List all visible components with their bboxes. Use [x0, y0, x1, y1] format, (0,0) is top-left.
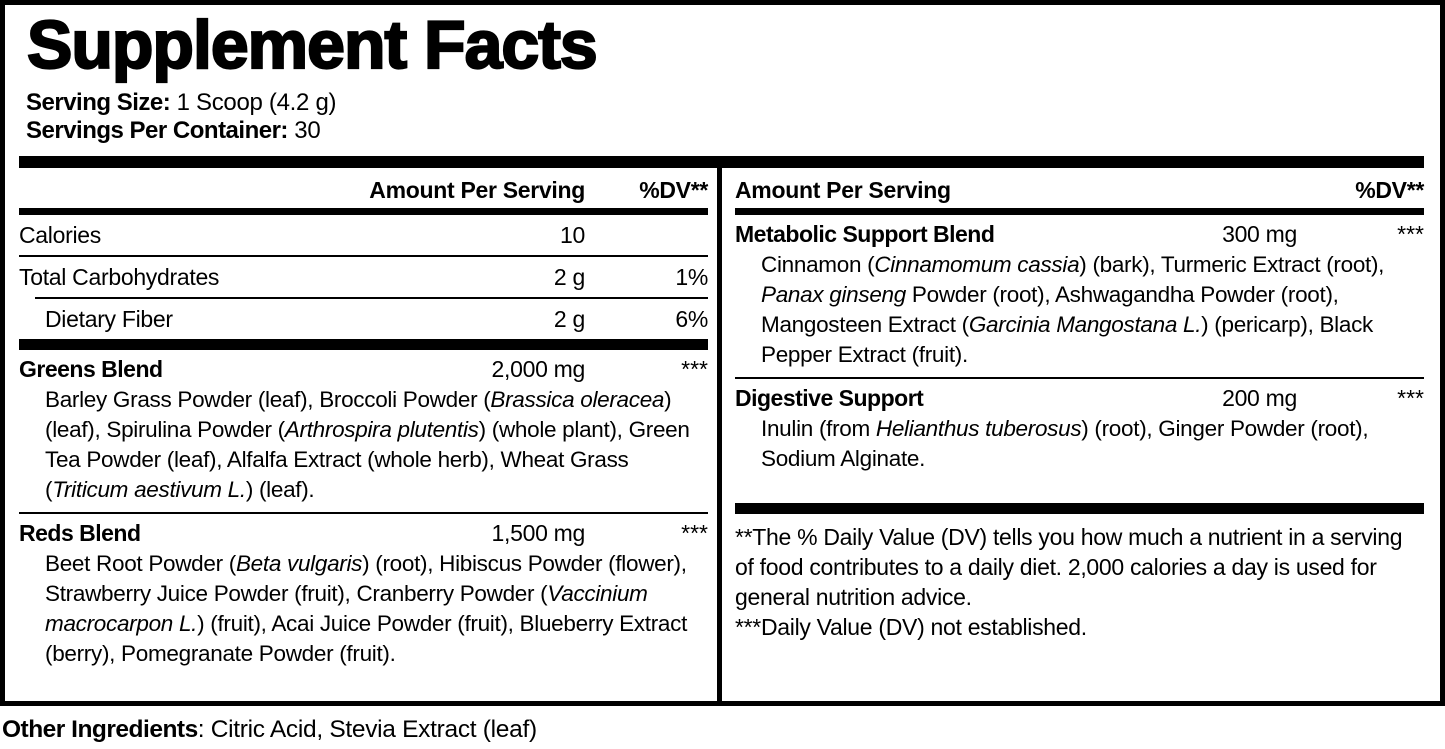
serving-size-label: Serving Size: — [26, 89, 171, 116]
row-divider — [19, 255, 708, 257]
nutrient-name: Calories — [19, 222, 101, 248]
page-title: Supplement Facts — [26, 7, 599, 83]
row-divider — [735, 377, 1424, 379]
dv-footnote-not-established: ***Daily Value (DV) not established. — [735, 614, 1087, 640]
blend-name: Metabolic Support Blend — [735, 221, 995, 247]
section-divider-bar — [19, 339, 708, 350]
servings-per-container-label: Servings Per Container: — [26, 117, 288, 144]
dv-footnote-daily-value: **The % Daily Value (DV) tells you how m… — [735, 524, 1403, 610]
row-divider — [19, 512, 708, 514]
serving-size-line: Serving Size: 1 Scoop (4.2 g) — [26, 89, 1440, 117]
dv-header: %DV** — [1355, 177, 1424, 203]
blend-name: Greens Blend — [19, 356, 163, 382]
serving-size-value: 1 Scoop (4.2 g) — [170, 89, 337, 116]
greens-blend-section: Greens Blend 2,000 mg *** Barley Grass P… — [19, 350, 708, 512]
nutrient-amount: 10 — [560, 222, 585, 248]
dv-header: %DV** — [639, 177, 708, 203]
metabolic-support-blend-section: Metabolic Support Blend 300 mg *** Cinna… — [735, 215, 1424, 377]
blend-dv: *** — [681, 520, 708, 546]
nutrient-name: Dietary Fiber — [45, 306, 173, 332]
blend-header-row: Metabolic Support Blend 300 mg *** — [735, 221, 1424, 248]
digestive-support-section: Digestive Support 200 mg *** Inulin (fro… — [735, 379, 1424, 481]
reds-blend-section: Reds Blend 1,500 mg *** Beet Root Powder… — [19, 514, 708, 676]
blend-amount: 300 mg — [1222, 221, 1297, 247]
other-ingredients-value: : Citric Acid, Stevia Extract (leaf) — [197, 716, 537, 743]
column-divider — [717, 168, 722, 701]
blend-ingredients: Cinnamon (Cinnamomum cassia) (bark), Tur… — [761, 252, 1385, 367]
servings-per-container-value: 30 — [287, 117, 321, 144]
other-ingredients-line: Other Ingredients: Citric Acid, Stevia E… — [2, 716, 1445, 744]
table-row-calories: Calories 10 — [19, 215, 708, 255]
servings-per-container-line: Servings Per Container: 30 — [26, 117, 1440, 145]
table-row-dietary-fiber: Dietary Fiber 2 g 6% — [19, 299, 708, 339]
right-column-header: Amount Per Serving %DV** — [735, 168, 1424, 215]
blend-ingredients: Inulin (from Helianthus tuberosus) (root… — [761, 416, 1369, 471]
section-divider-bar — [735, 503, 1424, 514]
amount-per-serving-header: Amount Per Serving — [369, 177, 585, 203]
blend-header-row: Reds Blend 1,500 mg *** — [19, 520, 708, 547]
supplement-facts-panel: Supplement Facts Serving Size: 1 Scoop (… — [0, 0, 1445, 706]
nutrient-dv: 1% — [675, 264, 708, 290]
nutrient-amount: 2 g — [553, 264, 585, 290]
table-row-total-carbohydrates: Total Carbohydrates 2 g 1% — [19, 257, 708, 297]
blend-name: Digestive Support — [735, 385, 924, 411]
left-column: Amount Per Serving %DV** Calories 10 Tot… — [5, 168, 717, 701]
blend-header-row: Greens Blend 2,000 mg *** — [19, 356, 708, 383]
blend-dv: *** — [681, 356, 708, 382]
right-column: Amount Per Serving %DV** Metabolic Suppo… — [722, 168, 1440, 701]
blend-ingredients: Beet Root Powder (Beta vulgaris) (root),… — [45, 551, 688, 666]
serving-info: Serving Size: 1 Scoop (4.2 g) Servings P… — [26, 89, 1440, 145]
blend-dv: *** — [1397, 221, 1424, 247]
blend-ingredients: Barley Grass Powder (leaf), Broccoli Pow… — [45, 387, 690, 502]
top-divider-bar — [19, 156, 1424, 168]
blend-amount: 200 mg — [1222, 385, 1297, 411]
blend-name: Reds Blend — [19, 520, 141, 546]
nutrient-dv: 6% — [675, 306, 708, 332]
blend-dv: *** — [1397, 385, 1424, 411]
blend-amount: 2,000 mg — [491, 356, 586, 382]
left-column-header: Amount Per Serving %DV** — [19, 168, 708, 215]
dv-footnotes: **The % Daily Value (DV) tells you how m… — [735, 522, 1424, 642]
blend-header-row: Digestive Support 200 mg *** — [735, 385, 1424, 412]
other-ingredients-label: Other Ingredients — [2, 716, 198, 743]
blend-amount: 1,500 mg — [491, 520, 586, 546]
facts-columns: Amount Per Serving %DV** Calories 10 Tot… — [5, 168, 1440, 701]
nutrient-name: Total Carbohydrates — [19, 264, 220, 290]
row-divider-indented — [35, 297, 708, 299]
amount-per-serving-header: Amount Per Serving — [735, 177, 951, 203]
nutrient-amount: 2 g — [553, 306, 585, 332]
